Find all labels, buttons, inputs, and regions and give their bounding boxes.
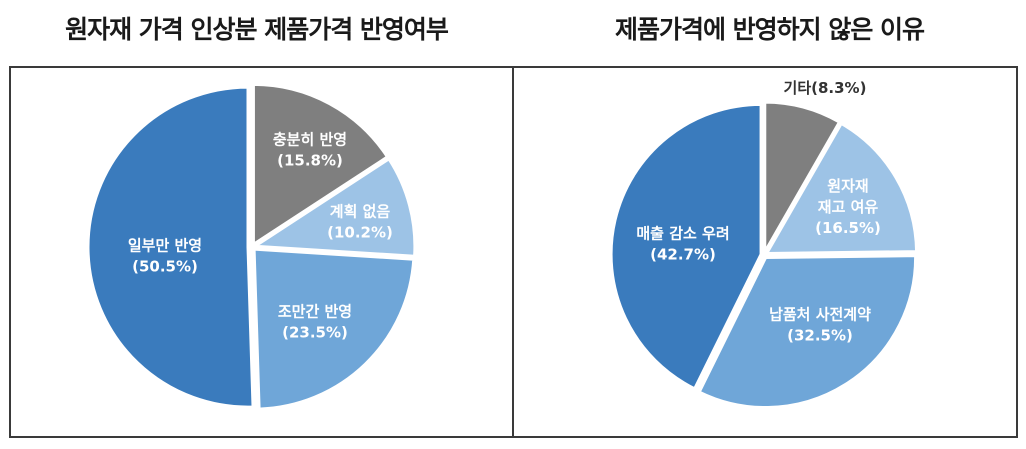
left-chart-title: 원자재 가격 인상분 제품가격 반영여부 bbox=[65, 15, 449, 44]
pie-slice bbox=[697, 254, 918, 410]
right-chart-title: 제품가격에 반영하지 않은 이유 bbox=[614, 15, 925, 44]
pie-slice bbox=[252, 247, 416, 411]
slice-label: 납품처 사전계약 (32.5%) bbox=[769, 306, 871, 345]
slice-label: 계획 없음 (10.2%) bbox=[327, 203, 393, 242]
pie-slice bbox=[609, 102, 763, 391]
pie-slice bbox=[763, 121, 919, 256]
slice-label: 충분히 반영 (15.8%) bbox=[273, 131, 347, 170]
pie-slice bbox=[251, 82, 390, 248]
pie-slice bbox=[86, 85, 255, 409]
slice-label: 조만간 반영 (23.5%) bbox=[278, 303, 352, 342]
slice-label: 기타(8.3%) bbox=[784, 79, 867, 97]
pie-slice bbox=[763, 100, 842, 258]
slice-label: 원자재 재고 여유 (16.5%) bbox=[815, 177, 881, 237]
chart-divider bbox=[512, 66, 514, 436]
slice-label: 매출 감소 우려 (42.7%) bbox=[636, 225, 729, 264]
pie-slice bbox=[250, 156, 417, 258]
slice-label: 일부만 반영 (50.5%) bbox=[128, 237, 202, 276]
